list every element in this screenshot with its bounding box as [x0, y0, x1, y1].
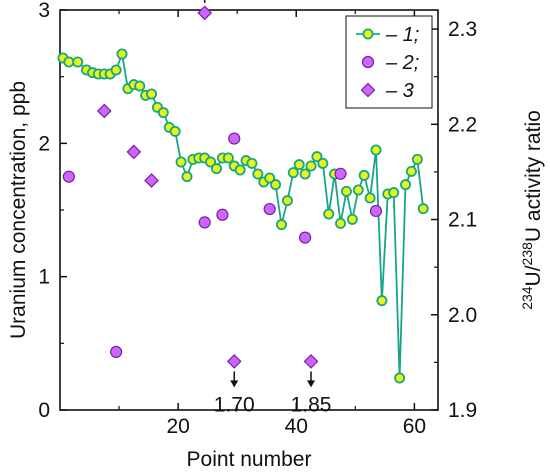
- series-2-point: [369, 204, 383, 218]
- x-axis-title: Point number: [187, 448, 312, 471]
- series-1-point: [146, 88, 158, 100]
- y-left-tick-label: 3: [38, 0, 50, 22]
- series-2-point: [299, 231, 312, 244]
- y-right-title-part: 238: [519, 242, 535, 266]
- series-1-point: [275, 219, 287, 231]
- series-1-point: [169, 125, 181, 137]
- y-right-title-part: 234: [519, 286, 535, 310]
- y-right-tick-label: 2.2: [448, 113, 477, 136]
- axis-labels: Point number Uranium concentration, ppb 23…: [7, 81, 545, 471]
- series-3-point: [303, 354, 319, 369]
- series-1-point: [376, 295, 388, 307]
- series-1-point: [346, 213, 358, 225]
- annotation-arrowhead: [307, 380, 316, 388]
- series-1-point: [134, 80, 146, 92]
- annotation-label: 1.85: [291, 393, 332, 416]
- series-1-point: [411, 153, 423, 165]
- y-left-axis-title: Uranium concentration, ppb: [7, 81, 30, 339]
- series-1-point: [293, 159, 305, 171]
- series-1-point: [205, 156, 217, 168]
- series-1-point: [388, 187, 400, 199]
- series-1-point: [175, 156, 187, 168]
- legend-label: – 1;: [385, 24, 419, 46]
- series-1-point: [405, 165, 417, 177]
- series-1-point: [211, 163, 223, 175]
- legend-label: – 3: [385, 80, 414, 102]
- series-1-point: [181, 171, 193, 183]
- series-1-point: [246, 157, 258, 169]
- y-right-title-part: U/: [522, 265, 545, 286]
- series-2-point: [228, 132, 241, 145]
- annotation-arrowhead: [230, 380, 239, 388]
- series-2-point: [62, 170, 75, 183]
- series-3-point: [197, 5, 213, 21]
- series-1-point: [335, 217, 347, 229]
- y-left-tick-label: 0: [38, 399, 50, 422]
- series-1-point: [299, 168, 311, 180]
- series-1-point: [394, 372, 406, 384]
- series-2-point: [263, 202, 276, 216]
- legend-label: – 2;: [385, 52, 419, 74]
- series-2-point: [216, 208, 229, 221]
- y-right-title-part: U activity ratio: [522, 110, 545, 242]
- annotations: 2.351.701.85: [203, 0, 332, 416]
- legend-marker: [362, 28, 374, 40]
- series-1-point: [400, 179, 412, 191]
- series-3-point: [226, 354, 242, 369]
- annotation-label: 1.70: [214, 393, 255, 416]
- series-3-point: [144, 173, 159, 188]
- series-1-point: [281, 195, 293, 207]
- y-right-tick-label: 2.1: [448, 209, 477, 232]
- series-2-point: [198, 216, 211, 229]
- series-1-point: [311, 151, 323, 163]
- series-1-point: [270, 179, 282, 191]
- series-1-point: [305, 160, 317, 172]
- y-right-tick-label: 2.3: [448, 18, 477, 41]
- y-right-tick-label: 2.0: [448, 304, 477, 327]
- legend-marker: [361, 55, 375, 69]
- series-layer: [57, 5, 429, 384]
- series-1-point: [234, 164, 246, 176]
- series-1-point: [264, 172, 276, 184]
- series-1-point: [364, 192, 376, 204]
- series-3-point: [126, 144, 142, 160]
- series-1-point: [323, 208, 335, 220]
- series-1-point: [110, 64, 122, 76]
- series-1-point: [358, 169, 370, 181]
- x-tick-label: 40: [285, 415, 308, 438]
- series-2-point: [334, 167, 347, 180]
- y-left-tick-label: 1: [38, 266, 50, 289]
- series-1-point: [370, 144, 382, 156]
- series-1-point: [317, 157, 329, 169]
- series-1-point: [352, 184, 364, 196]
- series-3-point: [96, 103, 112, 119]
- series-1-point: [157, 107, 169, 119]
- series-1-point: [340, 185, 352, 197]
- series-1-point: [63, 56, 75, 68]
- axis-ticks: 20 40 60 0 1 2 3 1.9 2.0 2.1 2.2 2.3: [38, 0, 477, 438]
- legend: – 1; – 2; – 3: [345, 15, 433, 109]
- series-1-point: [287, 167, 299, 179]
- y-right-tick-label: 1.9: [448, 399, 477, 422]
- series-1-point: [116, 48, 128, 60]
- x-tick-label: 20: [166, 415, 189, 438]
- y-left-tick-label: 2: [38, 132, 50, 155]
- series-1-point: [222, 152, 234, 164]
- legend-marker: [360, 82, 376, 98]
- series-1-point: [252, 168, 264, 180]
- series-1-point: [72, 56, 84, 68]
- x-tick-label: 60: [403, 415, 426, 438]
- series-2-point: [110, 345, 123, 359]
- series-1-point: [417, 203, 429, 215]
- y-right-axis-title: 234U/238U activity ratio: [519, 110, 545, 310]
- legend-box: [345, 15, 433, 109]
